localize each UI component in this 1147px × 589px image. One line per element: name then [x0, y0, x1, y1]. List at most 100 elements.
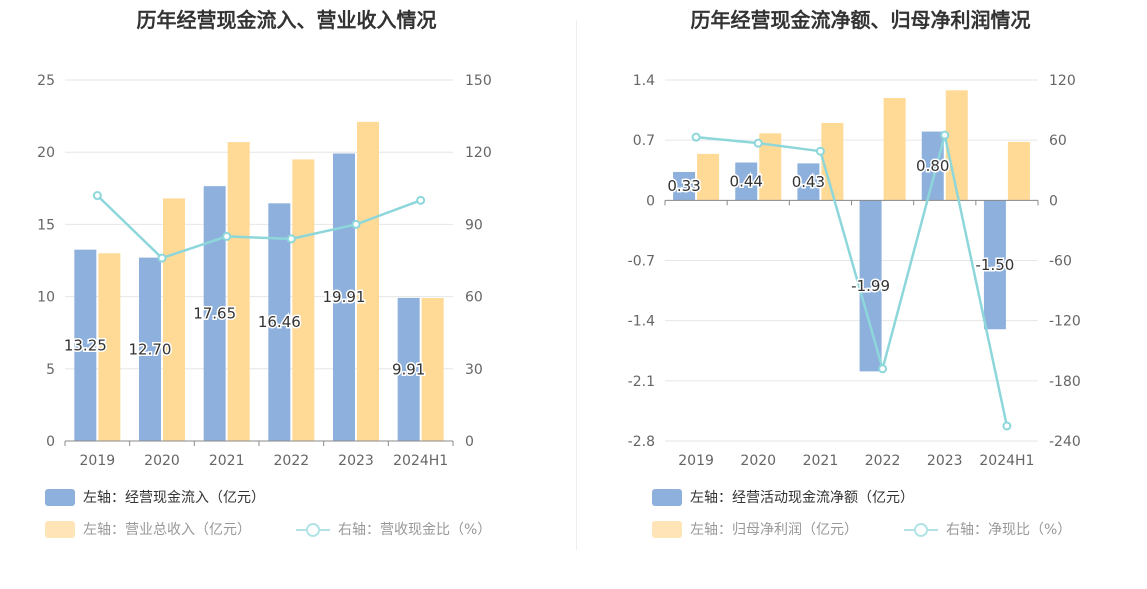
y-tick-label-left: 0: [46, 434, 55, 450]
y-tick-label-left: 5: [46, 362, 55, 378]
line-point: [1002, 421, 1012, 431]
x-tick-label: 2022: [865, 453, 901, 469]
y-tick-label-left: -2.8: [628, 434, 655, 450]
y-tick-label-right: 0: [465, 434, 474, 450]
y-tick-label-right: -240: [1049, 434, 1081, 450]
legend-item-cash-inflow[interactable]: 左轴：经营现金流入（亿元）: [45, 487, 265, 507]
line-point: [351, 219, 361, 229]
chart-title: 历年经营现金流净额、归母净利润情况: [690, 8, 1031, 32]
bar-data-label: 0.80: [916, 157, 949, 175]
bar-data-label: -1.50: [976, 256, 1015, 274]
bar-data-label: 17.65: [193, 305, 236, 323]
legend-label: 右轴：营收现金比（%）: [338, 522, 492, 538]
bar-cash-inflow: [203, 186, 226, 441]
x-tick-label: 2023: [338, 453, 374, 469]
chart-panel-net-cashflow-profit: 历年经营现金流净额、归母净利润情况 -2.8 -2.1 -1.4 -0.7 0 0.7 1.…: [574, 0, 1147, 560]
line-point: [157, 253, 167, 263]
bar-data-label: 0.44: [730, 172, 763, 190]
line-point: [815, 146, 825, 156]
y-tick-label-right: -180: [1049, 374, 1081, 390]
bar-data-label: 0.43: [792, 173, 825, 191]
legend-item-revenue[interactable]: 左轴：营业总收入（亿元）: [45, 519, 251, 539]
line-point: [691, 132, 701, 142]
chart-panel-cashflow-revenue: 历年经营现金流入、营业收入情况 0 5 10 15 20 25 0 30 60 90 120 150 2…: [0, 0, 573, 560]
y-tick-label-left: 15: [37, 217, 55, 233]
legend-label: 左轴：归母净利润（亿元）: [690, 522, 858, 538]
bar-revenue: [292, 159, 315, 442]
chart-net-cashflow-profit: -2.8 -2.1 -1.4 -0.7 0 0.7 1.4 -240 -180 -120 -60 0 6…: [628, 73, 1081, 469]
bar-net-cashflow: [859, 200, 882, 372]
bar-data-label: 0.33: [667, 177, 700, 195]
bar-net-profit: [821, 122, 844, 201]
x-tick-label: 2024H1: [393, 453, 448, 469]
chart-title: 历年经营现金流入、营业收入情况: [136, 8, 437, 32]
bar-revenue: [98, 253, 121, 441]
legend-line-key: [904, 521, 938, 538]
bar-cash-inflow: [397, 297, 420, 441]
legend-label: 左轴：经营活动现金流净额（亿元）: [690, 490, 914, 506]
line-point: [940, 130, 950, 140]
x-tick-label: 2020: [740, 453, 776, 469]
legend-item-net-profit[interactable]: 左轴：归母净利润（亿元）: [652, 519, 858, 539]
y-tick-label-left: -1.4: [628, 314, 655, 330]
bar-data-label: 13.25: [64, 336, 107, 354]
bar-revenue: [421, 298, 444, 441]
line-revenue-cash-ratio: [96, 194, 422, 260]
x-tick-label: 2021: [803, 453, 839, 469]
y-tick-label-left: 10: [37, 290, 55, 306]
bar-data-label: -1.99: [851, 277, 890, 295]
y-tick-label-right: 60: [465, 290, 483, 306]
y-tick-label-left: 25: [37, 73, 55, 89]
y-tick-label-right: 60: [1049, 133, 1067, 149]
y-tick-label-right: 120: [465, 145, 492, 161]
bar-revenue: [357, 121, 379, 441]
line-net-cash-ratio: [695, 134, 1009, 427]
y-tick-label-left: 1.4: [633, 73, 655, 89]
bar-net-cashflow: [673, 171, 696, 201]
bar-net-cashflow: [983, 200, 1006, 330]
panel-divider: [576, 20, 577, 550]
bar-net-cashflow: [921, 131, 944, 201]
bar-net-cashflow: [797, 163, 820, 201]
x-tick-label: 2020: [144, 453, 180, 469]
bar-data-label: 12.70: [129, 340, 172, 358]
legend-swatch: [652, 488, 682, 506]
legend-line-key: [296, 521, 330, 538]
y-tick-label-right: 0: [1049, 193, 1058, 209]
bar-cash-inflow: [139, 257, 161, 441]
legend-item-net-cash-ratio[interactable]: 右轴：净现比（%）: [904, 519, 1071, 539]
bar-net-profit: [759, 133, 782, 201]
line-point: [286, 234, 296, 244]
bar-net-profit: [883, 98, 906, 201]
x-tick-label: 2023: [927, 453, 963, 469]
bar-data-label: 9.91: [392, 360, 425, 378]
x-tick-label: 2024H1: [979, 453, 1034, 469]
y-tick-label-left: -0.7: [628, 254, 655, 270]
y-tick-label-right: 150: [465, 73, 492, 89]
x-tick-label: 2019: [80, 453, 116, 469]
legend-item-net-cashflow[interactable]: 左轴：经营活动现金流净额（亿元）: [652, 487, 914, 507]
bar-revenue: [227, 142, 250, 442]
line-point: [92, 191, 102, 201]
bar-net-profit: [1007, 141, 1030, 201]
y-tick-label-right: 90: [465, 217, 483, 233]
bar-net-profit: [697, 153, 720, 201]
bar-data-label: 19.91: [323, 288, 366, 306]
y-tick-label-right: -60: [1049, 254, 1072, 270]
bar-net-profit: [945, 90, 968, 201]
legend-label: 左轴：经营现金流入（亿元）: [83, 490, 265, 506]
y-tick-label-left: 0: [646, 193, 655, 209]
legend-label: 左轴：营业总收入（亿元）: [83, 522, 251, 538]
line-point: [753, 138, 763, 148]
bar-net-cashflow: [735, 162, 758, 201]
x-tick-label: 2022: [274, 453, 310, 469]
y-tick-label-right: 30: [465, 362, 483, 378]
legend-label: 右轴：净现比（%）: [946, 522, 1072, 538]
chart-cashflow-revenue: 0 5 10 15 20 25 0 30 60 90 120 150 2019 2020 2021 2022 2…: [37, 73, 492, 469]
legend-swatch: [45, 520, 75, 538]
line-point: [878, 364, 888, 374]
legend-item-revenue-cash-ratio[interactable]: 右轴：营收现金比（%）: [296, 519, 491, 539]
x-tick-label: 2021: [209, 453, 245, 469]
x-tick-label: 2019: [678, 453, 714, 469]
line-point: [222, 231, 232, 241]
